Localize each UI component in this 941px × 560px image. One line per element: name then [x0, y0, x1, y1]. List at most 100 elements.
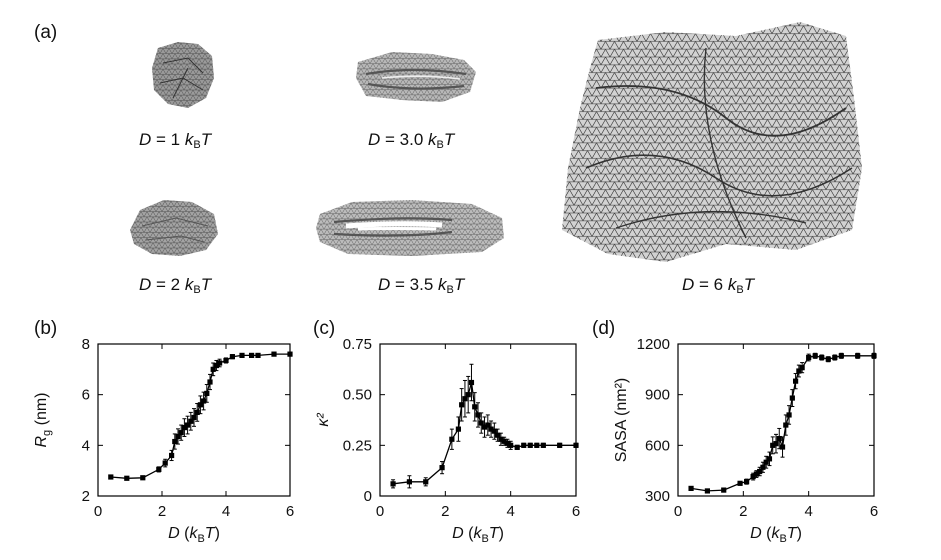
data-point	[406, 479, 412, 485]
data-point	[172, 438, 178, 445]
panel-c-label: (c)	[313, 318, 336, 339]
y-tick-label: 300	[645, 488, 670, 505]
data-point	[527, 442, 533, 448]
data-point	[796, 368, 802, 374]
data-point	[124, 475, 130, 481]
chart-kappa2: 0 2 4 6 0 0.25 0.50 0.75 D (kBT) κ²	[315, 336, 580, 545]
data-point	[439, 465, 445, 471]
data-point	[162, 460, 168, 466]
data-point	[789, 395, 795, 401]
data-point	[573, 442, 579, 448]
mesh-snapshot-d6	[562, 22, 862, 262]
data-point	[812, 353, 818, 359]
mesh-snapshot-d3	[356, 52, 476, 102]
data-point	[737, 480, 743, 486]
data-point	[169, 452, 175, 459]
data-point	[207, 379, 213, 385]
data-point	[770, 442, 776, 448]
data-point	[140, 475, 146, 481]
data-point	[188, 418, 194, 424]
x-tick-label: 0	[94, 503, 102, 520]
data-point	[249, 352, 255, 358]
panel-a-label: (a)	[34, 22, 58, 43]
data-point	[465, 392, 471, 398]
plot-frame	[677, 343, 875, 497]
x-tick-label: 2	[739, 503, 747, 520]
data-point	[832, 354, 838, 361]
data-point	[750, 473, 756, 480]
data-point	[478, 420, 484, 426]
data-point	[201, 398, 207, 404]
data-point	[481, 424, 488, 430]
data-point	[181, 425, 187, 431]
data-point	[514, 444, 520, 450]
data-point	[763, 459, 769, 465]
y-tick-label: 0.25	[343, 437, 372, 454]
mesh-snapshot-d1	[152, 42, 214, 108]
data-point	[825, 356, 831, 362]
y-axis-label: SASA (nm²)	[613, 378, 630, 462]
y-tick-label: 4	[82, 437, 90, 454]
data-point	[485, 422, 491, 428]
plot-frame	[379, 343, 577, 497]
x-tick-label: 2	[441, 503, 449, 520]
data-point	[108, 474, 114, 480]
x-tick-label: 0	[674, 503, 682, 520]
data-point	[197, 402, 203, 408]
y-axis-label: Rg (nm)	[33, 392, 53, 447]
data-point	[501, 438, 507, 444]
data-point	[459, 402, 465, 408]
data-point	[744, 479, 750, 485]
data-point	[472, 404, 478, 410]
data-point	[468, 379, 475, 386]
y-tick-label: 600	[645, 437, 670, 454]
data-point	[776, 435, 782, 442]
data-point	[390, 481, 396, 487]
data-point	[557, 442, 563, 448]
data-point	[495, 432, 501, 438]
data-point	[423, 479, 429, 485]
x-tick-label: 6	[870, 503, 878, 520]
data-point	[175, 433, 181, 440]
x-tick-label: 4	[506, 503, 514, 520]
y-tick-label: 6	[82, 387, 90, 404]
x-tick-label: 6	[286, 503, 294, 520]
caption-d3: D = 3.0 kBT	[368, 130, 455, 151]
x-axis-label: D (kBT)	[168, 525, 220, 545]
data-point	[779, 444, 786, 450]
data-point	[185, 422, 191, 428]
y-tick-label: 8	[82, 336, 90, 353]
data-point	[871, 353, 877, 359]
data-point	[239, 352, 245, 358]
data-point	[255, 352, 261, 358]
data-point	[213, 362, 219, 369]
data-point	[223, 357, 229, 364]
caption-d2: D = 2 kBT	[139, 275, 212, 296]
chart-sasa: 0 2 4 6 300 600 900 1200 D (kBT) SASA (nm²)	[613, 336, 878, 545]
plot-frame	[97, 343, 291, 497]
data-point	[688, 485, 694, 491]
x-tick-label: 0	[376, 503, 384, 520]
data-point	[783, 422, 789, 428]
data-point	[766, 456, 773, 462]
data-point	[799, 365, 805, 371]
data-point	[819, 354, 825, 361]
data-point	[449, 436, 455, 442]
x-tick-label: 2	[158, 503, 166, 520]
caption-d3-5: D = 3.5 kBT	[378, 275, 465, 296]
data-point	[475, 412, 481, 418]
y-axis-label: κ²	[315, 413, 332, 427]
x-axis-label: D (kBT)	[750, 525, 802, 545]
data-point	[540, 442, 546, 448]
data-point	[534, 442, 540, 448]
series-line	[691, 355, 874, 492]
data-point	[194, 409, 200, 415]
y-tick-label: 0	[364, 488, 372, 505]
data-point	[488, 426, 494, 432]
panel-d-label: (d)	[592, 318, 616, 339]
data-point	[210, 366, 216, 372]
data-point	[704, 488, 710, 494]
data-point	[217, 360, 223, 366]
data-point	[491, 428, 497, 434]
